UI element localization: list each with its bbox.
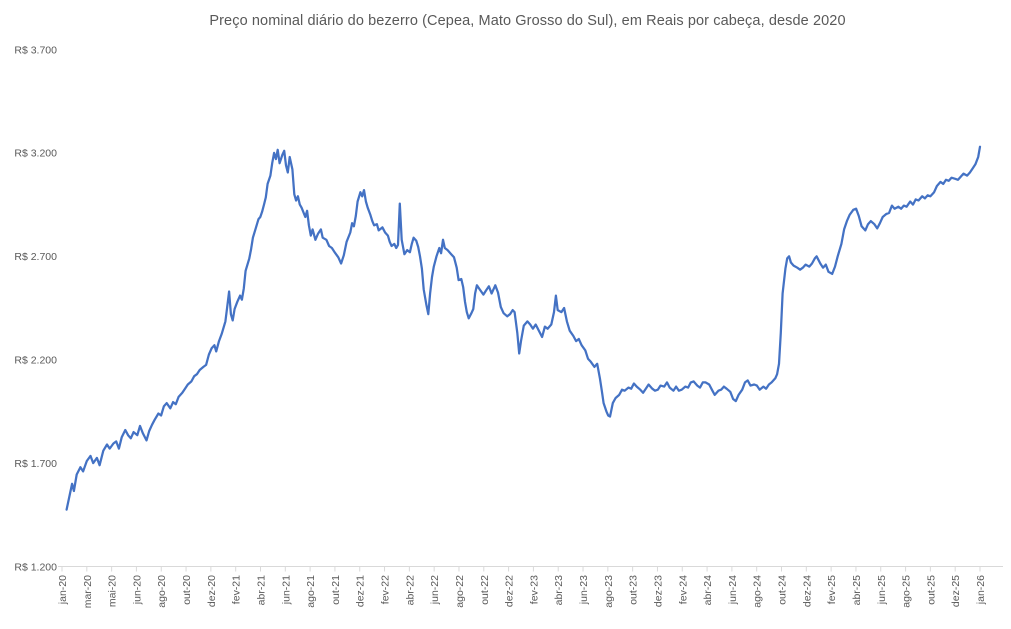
- x-axis-label: out-25: [925, 575, 937, 605]
- x-axis-label: dez-22: [504, 575, 516, 607]
- x-axis-label: abr-22: [404, 575, 416, 606]
- y-axis-label: R$ 1.700: [14, 458, 57, 470]
- x-axis-label: out-21: [330, 575, 342, 605]
- x-axis-label: ago-20: [156, 575, 168, 608]
- x-axis-label: ago-21: [305, 575, 317, 608]
- x-axis-label: dez-23: [652, 575, 664, 607]
- x-axis-label: mar-20: [82, 575, 94, 608]
- x-axis-label: dez-25: [950, 575, 962, 607]
- x-axis-label: abr-23: [553, 575, 565, 606]
- x-axis-label: jun-25: [876, 575, 888, 605]
- x-axis-label: ago-23: [603, 575, 615, 608]
- x-axis-label: dez-21: [355, 575, 367, 607]
- y-axis-label: R$ 3.700: [14, 44, 57, 56]
- x-axis-label: dez-20: [206, 575, 218, 607]
- x-axis-label: fev-24: [677, 575, 689, 604]
- price-line: [65, 145, 982, 511]
- x-axis-label: ago-24: [752, 575, 764, 608]
- x-axis-label: ago-25: [901, 575, 913, 608]
- x-axis-label: jun-22: [429, 575, 441, 605]
- x-axis-label: out-22: [479, 575, 491, 605]
- x-axis-label: out-24: [777, 575, 789, 605]
- x-axis-label: jun-24: [727, 575, 739, 605]
- x-axis-label: jun-23: [578, 575, 590, 605]
- x-axis-label: fev-22: [380, 575, 392, 604]
- y-axis-label: R$ 2.700: [14, 251, 57, 263]
- x-axis-label: abr-25: [851, 575, 863, 606]
- x-axis-label: fev-21: [231, 575, 243, 604]
- x-axis-label: mai-20: [107, 575, 119, 607]
- x-axis-label: jun-21: [280, 575, 292, 605]
- y-axis-label: R$ 1.200: [14, 561, 57, 573]
- y-axis-label: R$ 3.200: [14, 148, 57, 160]
- x-axis-label: fev-25: [826, 575, 838, 604]
- x-axis-label: abr-24: [702, 575, 714, 606]
- x-axis-label: jun-20: [131, 575, 143, 605]
- chart-title: Preço nominal diário do bezerro (Cepea, …: [209, 13, 846, 29]
- x-axis-label: out-23: [628, 575, 640, 605]
- y-axis-label: R$ 2.200: [14, 355, 57, 367]
- x-axis-label: jan-20: [57, 575, 69, 605]
- x-axis-label: jan-26: [975, 575, 987, 605]
- x-axis-label: abr-21: [255, 575, 267, 606]
- x-axis-label: ago-22: [454, 575, 466, 608]
- x-axis-label: out-20: [181, 575, 193, 605]
- x-axis-label: dez-24: [801, 575, 813, 607]
- x-axis-label: fev-23: [528, 575, 540, 604]
